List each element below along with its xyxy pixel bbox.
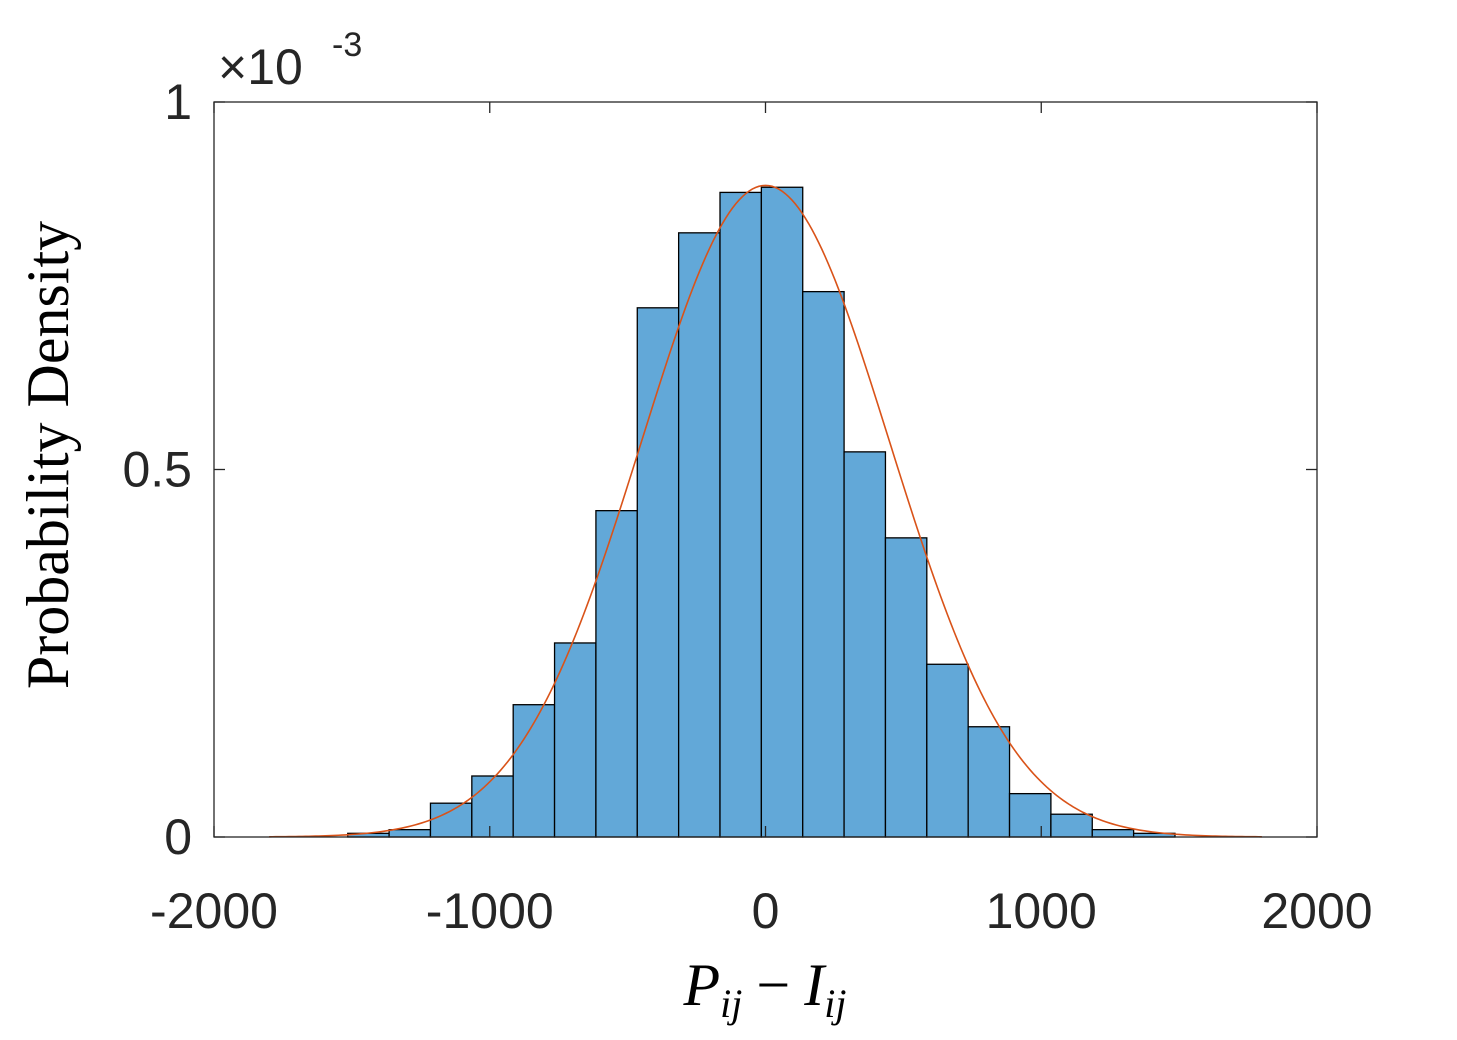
normal-fit-curve-layer — [269, 184, 1262, 838]
histogram-bar-16 — [1008, 792, 1052, 838]
histogram-bar-18 — [1091, 829, 1135, 838]
y-axis-label: Probability Density — [15, 221, 81, 689]
histogram-bar-2 — [429, 802, 473, 838]
histogram-bar-8 — [677, 232, 721, 838]
x-label-i-sub: ij — [824, 981, 846, 1026]
histogram-bar-10 — [760, 186, 804, 838]
normal-fit-curve — [269, 184, 1262, 838]
histogram-bar-11 — [802, 290, 845, 838]
y-exponent-power: -3 — [332, 26, 362, 64]
y-tick-label: 0 — [164, 809, 192, 865]
histogram-bar-9 — [719, 191, 763, 838]
histogram-bar-14 — [926, 663, 969, 838]
axes: -2000 -1000 0 1000 2000 0 0.5 1 — [122, 74, 1372, 939]
x-tick-label: -1000 — [426, 883, 554, 939]
histogram-bar-17 — [1050, 813, 1093, 838]
histogram-bars — [347, 186, 1176, 838]
x-tick-label: 2000 — [1261, 883, 1372, 939]
histogram-bar-12 — [843, 451, 887, 838]
y-exponent-base: ×10 — [218, 39, 303, 95]
x-label-p: P — [683, 952, 721, 1018]
x-label-i: I — [803, 952, 827, 1018]
histogram-bar-6 — [595, 510, 638, 838]
histogram-bar-5 — [553, 642, 597, 838]
histogram-bar-15 — [967, 726, 1011, 838]
histogram-bar-4 — [512, 704, 556, 838]
y-tick-label: 1 — [164, 74, 192, 130]
histogram-bar-3 — [471, 775, 514, 838]
x-label-p-sub: ij — [720, 981, 742, 1026]
x-tick-label: -2000 — [150, 883, 278, 939]
x-label-minus: − — [756, 952, 790, 1018]
x-axis-label: Pij − Iij — [683, 952, 847, 1026]
histogram-bar-13 — [884, 537, 928, 838]
histogram-bar-1 — [388, 829, 432, 838]
x-tick-label: 0 — [752, 883, 780, 939]
y-tick-label: 0.5 — [122, 442, 192, 498]
x-tick-label: 1000 — [986, 883, 1097, 939]
